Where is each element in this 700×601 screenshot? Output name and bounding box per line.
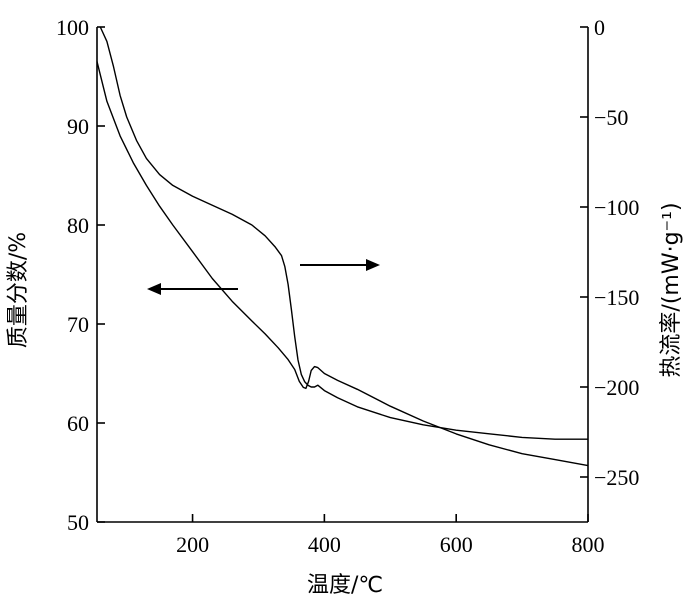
y-right-tick-label: −250 [594,465,639,490]
y-right-tick-label: −50 [594,105,628,130]
arrow-heat-flow-head [366,259,380,271]
y-right-tick-label: 0 [594,15,605,40]
x-tick-label: 400 [308,532,341,557]
y-right-axis-title: 热流率/(mW·g⁻¹) [659,202,684,377]
arrow-mass-head [147,283,161,295]
y-left-axis-title: 质量分数/% [6,232,31,348]
x-axis-title: 温度/℃ [307,573,383,598]
mass-fraction-curve [96,61,589,467]
y-right-tick-label: −100 [594,195,639,220]
x-tick-label: 200 [176,532,209,557]
ticks: 200 400 600 800 50 60 70 80 90 100 0 −50 −100 −150 −20… [56,15,639,557]
y-right-tick-label: −200 [594,375,639,400]
y-right-tick-label: −150 [594,285,639,310]
y-left-tick-label: 70 [67,312,89,337]
curves [96,26,589,467]
y-left-tick-label: 100 [56,15,89,40]
y-left-tick-label: 90 [67,114,89,139]
axes [96,27,589,523]
heat-flow-curve [99,26,588,440]
y-left-tick-label: 80 [67,213,89,238]
y-left-tick-label: 50 [67,510,89,535]
x-tick-label: 800 [572,532,605,557]
y-left-tick-label: 60 [67,411,89,436]
x-tick-label: 600 [440,532,473,557]
